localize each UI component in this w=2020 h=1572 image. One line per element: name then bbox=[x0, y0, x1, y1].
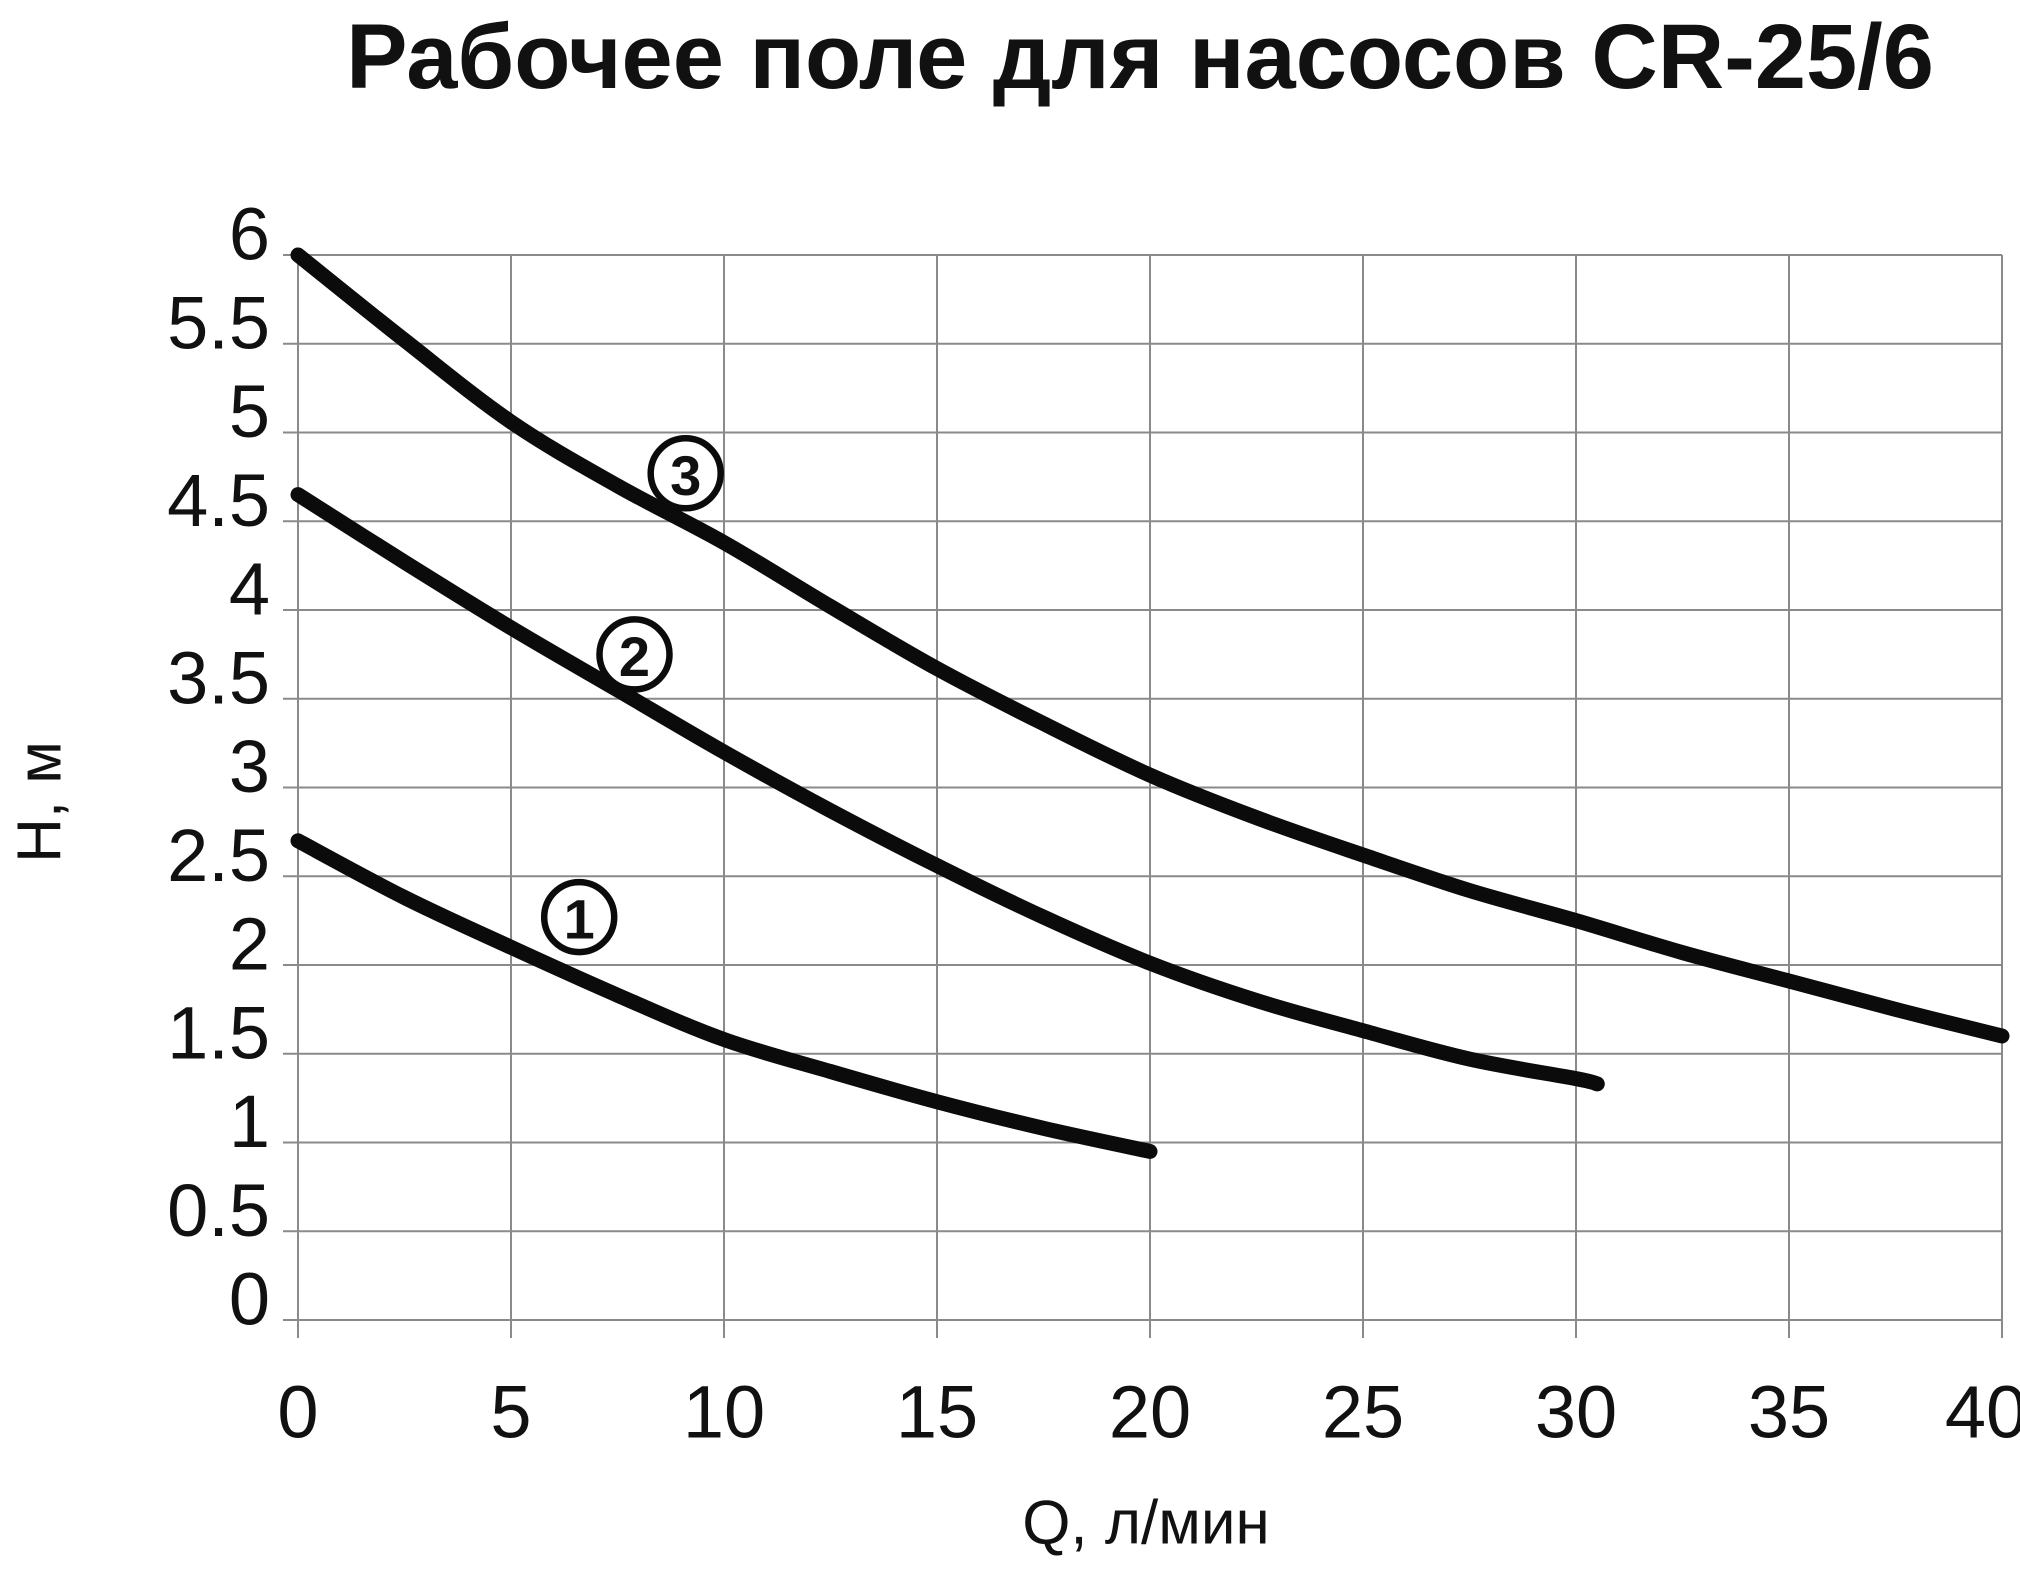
y-tick-label-6: 6 bbox=[229, 193, 270, 276]
y-tick-label-1: 1 bbox=[229, 1080, 270, 1163]
y-axis-title: Н, м bbox=[6, 741, 75, 863]
chart-title: Рабочее поле для насосов CR-25/6 bbox=[346, 6, 1934, 108]
curve-label-1: 1 bbox=[540, 878, 618, 956]
y-tick-label-5.5: 5.5 bbox=[167, 281, 270, 364]
curve-label-number-2: 2 bbox=[619, 625, 650, 688]
x-tick-label-20: 20 bbox=[1109, 1371, 1191, 1454]
y-tick-label-2.5: 2.5 bbox=[167, 814, 270, 897]
curve-label-3: 3 bbox=[647, 435, 724, 512]
x-tick-label-10: 10 bbox=[683, 1371, 765, 1454]
x-tick-label-30: 30 bbox=[1535, 1371, 1617, 1454]
x-tick-label-35: 35 bbox=[1748, 1371, 1830, 1454]
y-tick-label-2: 2 bbox=[229, 903, 270, 986]
y-tick-label-3: 3 bbox=[229, 725, 270, 808]
curves-layer bbox=[290, 247, 2010, 1159]
y-tick-label-1.5: 1.5 bbox=[167, 991, 270, 1074]
x-tick-label-0: 0 bbox=[277, 1371, 318, 1454]
y-tick-label-0: 0 bbox=[229, 1258, 270, 1341]
curve-1 bbox=[290, 833, 1158, 1159]
curve-labels-layer: 1 2 3 bbox=[540, 435, 724, 956]
curve-label-circle-1 bbox=[540, 878, 618, 956]
y-tick-label-5: 5 bbox=[229, 370, 270, 453]
y-tick-label-4.5: 4.5 bbox=[167, 459, 270, 542]
y-tick-label-3.5: 3.5 bbox=[167, 636, 270, 719]
curve-label-2: 2 bbox=[596, 616, 673, 693]
curve-label-number-3: 3 bbox=[670, 444, 701, 507]
x-tick-label-25: 25 bbox=[1322, 1371, 1404, 1454]
curve-2 bbox=[290, 487, 1605, 1092]
curve-label-circle-3 bbox=[647, 435, 724, 512]
y-tick-label-4: 4 bbox=[229, 548, 270, 631]
tick-labels-layer: 0 5 10 15 20 25 30 35 4000.511.522.533.544.555.5… bbox=[167, 193, 2020, 1454]
x-tick-label-15: 15 bbox=[896, 1371, 978, 1454]
curve-label-number-1: 1 bbox=[564, 888, 595, 951]
y-tick-label-0.5: 0.5 bbox=[167, 1169, 270, 1252]
curve-3 bbox=[290, 247, 2010, 1044]
x-axis-title: Q, л/мин bbox=[1022, 1489, 1270, 1558]
x-tick-label-5: 5 bbox=[490, 1371, 531, 1454]
grid-layer bbox=[283, 254, 2003, 1338]
curve-label-circle-2 bbox=[596, 616, 673, 693]
x-tick-label-40: 40 bbox=[1945, 1371, 2020, 1454]
